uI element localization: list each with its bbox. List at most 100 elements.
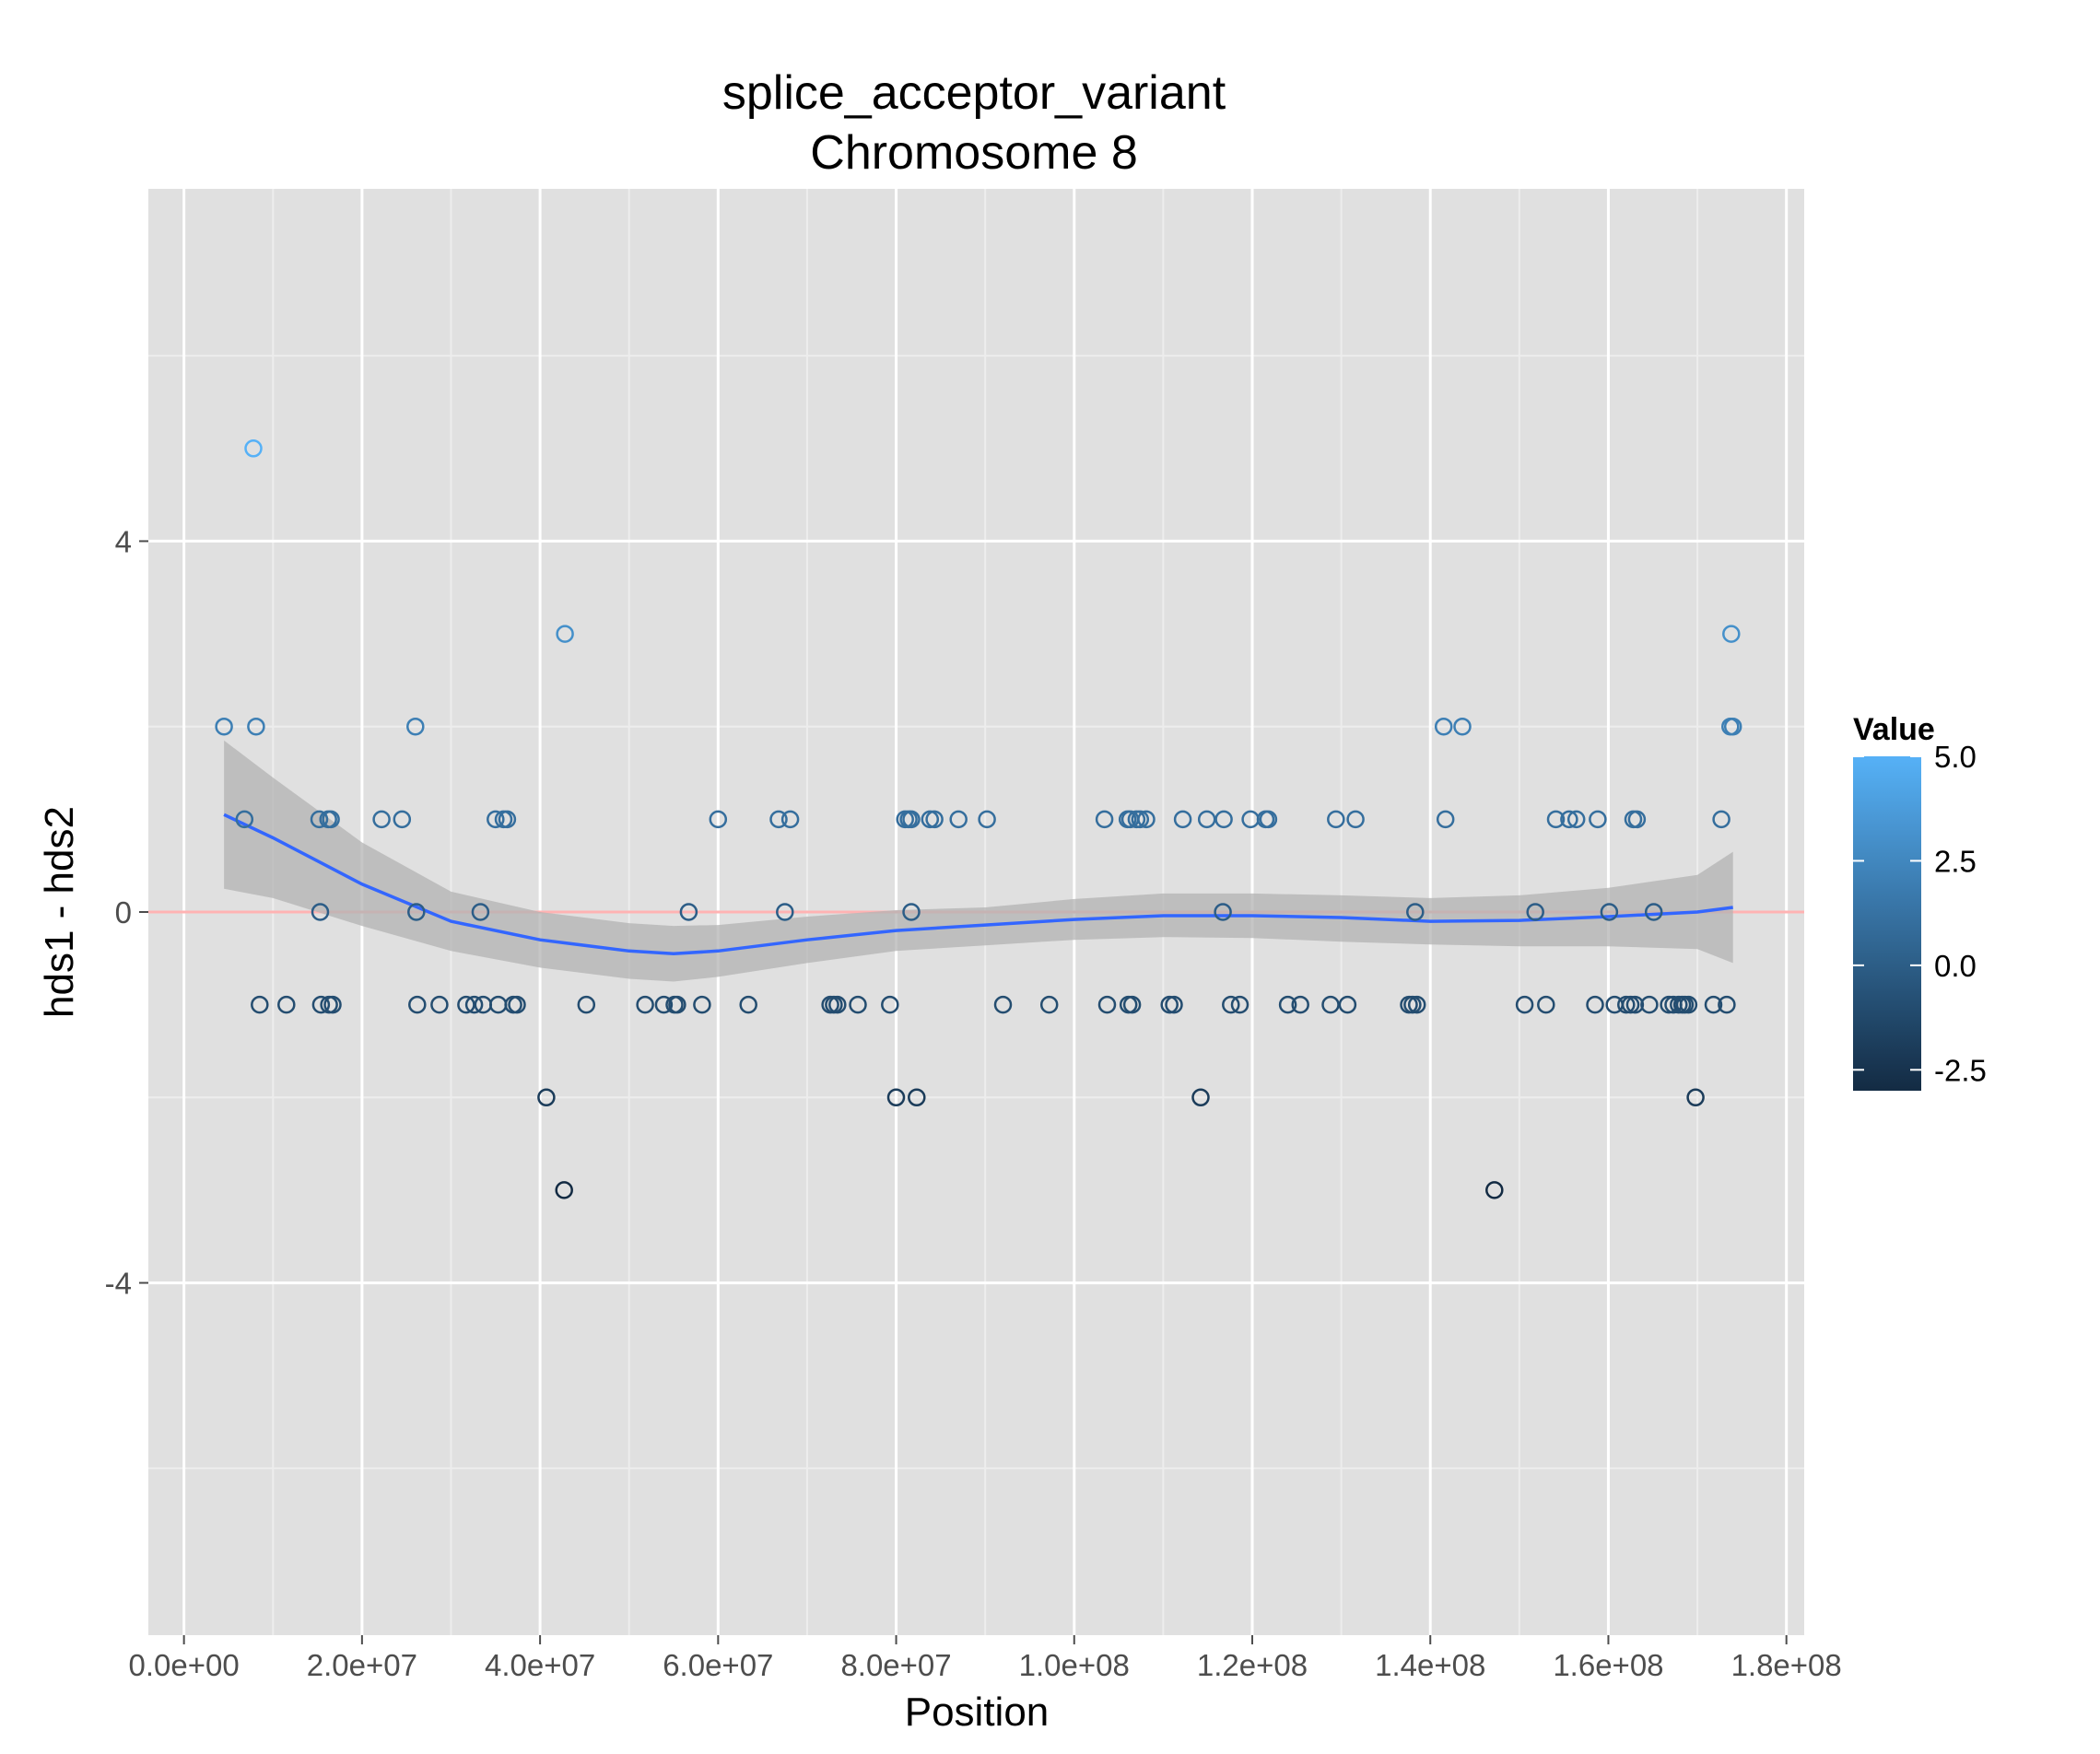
y-tick-label: 0 bbox=[115, 895, 132, 930]
data-point bbox=[1160, 995, 1179, 1014]
legend-label: 0.0 bbox=[1934, 949, 1977, 983]
data-point bbox=[1406, 903, 1425, 921]
data-point bbox=[464, 995, 484, 1014]
data-point bbox=[902, 810, 921, 829]
data-point bbox=[776, 903, 794, 921]
data-point bbox=[1191, 1088, 1210, 1107]
y-tick-label: 4 bbox=[115, 524, 132, 558]
data-point bbox=[556, 625, 574, 643]
data-point bbox=[886, 1088, 906, 1107]
data-point bbox=[902, 903, 921, 921]
data-point bbox=[322, 810, 340, 829]
data-point bbox=[1434, 717, 1453, 736]
data-point bbox=[1625, 995, 1645, 1014]
data-point bbox=[828, 995, 847, 1014]
data-point bbox=[1686, 1088, 1705, 1107]
data-point bbox=[993, 995, 1013, 1014]
x-tick-label: 1.6e+08 bbox=[1553, 1648, 1663, 1682]
data-point bbox=[235, 810, 254, 829]
data-point bbox=[1436, 810, 1455, 829]
data-point bbox=[408, 995, 427, 1014]
data-point bbox=[577, 995, 596, 1014]
data-point bbox=[244, 439, 263, 458]
data-point bbox=[978, 810, 996, 829]
data-point bbox=[1712, 810, 1730, 829]
data-point bbox=[251, 995, 269, 1014]
y-tick-label: -4 bbox=[105, 1267, 132, 1301]
data-point bbox=[1338, 995, 1357, 1014]
smooth-line bbox=[223, 813, 1733, 956]
data-point bbox=[430, 995, 449, 1014]
x-tick-label: 4.0e+07 bbox=[485, 1648, 595, 1682]
x-tick-label: 1.2e+08 bbox=[1197, 1648, 1308, 1682]
data-point bbox=[1526, 903, 1544, 921]
data-point bbox=[406, 717, 425, 736]
data-point bbox=[537, 1088, 556, 1107]
data-point bbox=[311, 995, 331, 1014]
data-point bbox=[1321, 995, 1340, 1014]
data-point bbox=[1566, 810, 1586, 829]
x-tick-label: 0.0e+00 bbox=[129, 1648, 240, 1682]
data-point bbox=[1722, 625, 1741, 643]
data-point bbox=[739, 995, 757, 1014]
data-point bbox=[277, 995, 296, 1014]
data-point bbox=[1515, 995, 1534, 1014]
legend-label: 2.5 bbox=[1934, 844, 1977, 878]
data-point bbox=[1165, 995, 1183, 1014]
data-point bbox=[1407, 995, 1426, 1014]
data-point bbox=[1617, 995, 1636, 1014]
x-tick-label: 8.0e+07 bbox=[840, 1648, 951, 1682]
x-tick-label: 1.4e+08 bbox=[1375, 1648, 1485, 1682]
data-point bbox=[1679, 995, 1698, 1014]
data-point bbox=[668, 995, 686, 1014]
data-point bbox=[1197, 810, 1216, 829]
legend: Value -2.5 0.0 2.5 5.0 bbox=[1853, 712, 1987, 1091]
data-point bbox=[215, 717, 233, 736]
data-point bbox=[457, 995, 475, 1014]
data-point bbox=[1259, 810, 1278, 829]
data-point bbox=[849, 995, 867, 1014]
data-point bbox=[881, 995, 899, 1014]
x-tick-label: 6.0e+07 bbox=[663, 1648, 773, 1682]
data-point bbox=[310, 810, 329, 829]
data-point bbox=[1095, 810, 1114, 829]
data-point bbox=[1560, 810, 1578, 829]
chart-title: splice_acceptor_variant bbox=[722, 66, 1226, 120]
data-point bbox=[925, 810, 944, 829]
data-point bbox=[1327, 810, 1345, 829]
data-point bbox=[508, 995, 526, 1014]
data-point bbox=[1644, 903, 1663, 921]
data-point bbox=[247, 717, 265, 736]
data-point bbox=[498, 810, 517, 829]
data-point bbox=[1222, 995, 1240, 1014]
data-point bbox=[1546, 810, 1566, 829]
data-point bbox=[1537, 995, 1555, 1014]
data-point bbox=[1704, 995, 1723, 1014]
data-point bbox=[1453, 717, 1472, 736]
x-tick-label: 2.0e+07 bbox=[307, 1648, 417, 1682]
legend-ticks: -2.5 0.0 2.5 5.0 bbox=[1853, 740, 1987, 1087]
data-point bbox=[654, 995, 674, 1014]
data-point bbox=[679, 903, 698, 921]
x-tick-label: 1.0e+08 bbox=[1019, 1648, 1130, 1682]
data-point bbox=[1097, 995, 1117, 1014]
data-point bbox=[636, 995, 654, 1014]
legend-label: -2.5 bbox=[1934, 1053, 1987, 1087]
data-point bbox=[709, 810, 728, 829]
data-point bbox=[487, 810, 505, 829]
y-axis-title: hds1 - hds2 bbox=[37, 806, 82, 1018]
data-point bbox=[1122, 995, 1142, 1014]
data-point bbox=[1131, 810, 1150, 829]
confidence-ribbon bbox=[224, 740, 1733, 982]
data-point bbox=[407, 903, 426, 921]
chart-subtitle: Chromosome 8 bbox=[810, 126, 1137, 180]
data-point bbox=[1627, 810, 1647, 829]
data-point bbox=[1039, 995, 1059, 1014]
data-point bbox=[1589, 810, 1607, 829]
data-point bbox=[949, 810, 968, 829]
data-point bbox=[1137, 810, 1156, 829]
x-axis-title: Position bbox=[905, 1690, 1050, 1735]
data-point bbox=[1230, 995, 1249, 1014]
data-point bbox=[555, 1181, 573, 1199]
